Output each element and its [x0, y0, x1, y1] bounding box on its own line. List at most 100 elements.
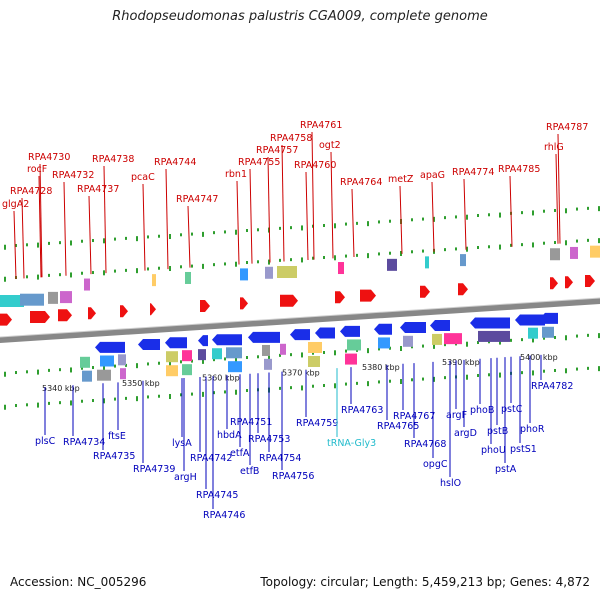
reverse-gene-box [432, 333, 442, 345]
guide-tick [59, 241, 61, 245]
guide-tick [235, 229, 237, 235]
guide-tick [202, 391, 204, 397]
top-label-leader [39, 163, 43, 278]
forward-gene-arrow [240, 297, 248, 310]
scale-tick-label: 5390 kbp [442, 358, 480, 367]
bottom-gene-label: RPA4756 [272, 471, 314, 482]
scale-tick-label: 5370 kbp [282, 368, 320, 377]
guide-tick [565, 368, 567, 374]
guide-tick [136, 396, 138, 402]
forward-gene-box [590, 245, 600, 258]
guide-tick [532, 337, 534, 343]
guide-tick [81, 399, 83, 403]
guide-tick [345, 382, 347, 386]
guide-tick [367, 253, 369, 259]
reverse-gene-arrow [290, 329, 310, 341]
reverse-gene-box [345, 353, 357, 365]
top-gene-label: RPA4755 [238, 157, 280, 168]
guide-tick [136, 236, 138, 242]
guide-tick [4, 404, 6, 410]
guide-tick [598, 238, 600, 244]
guide-tick [411, 250, 413, 254]
guide-tick [422, 377, 424, 381]
top-gene-label: rbn1 [225, 169, 247, 180]
genome-backbone [0, 298, 600, 343]
top-label-leader [311, 131, 315, 260]
guide-tick [70, 400, 72, 406]
guide-tick [598, 206, 600, 212]
guide-tick [477, 373, 479, 377]
reverse-gene-arrow [374, 323, 392, 335]
reverse-gene-arrow [340, 325, 360, 337]
guide-tick [103, 270, 105, 276]
guide-tick [125, 236, 127, 240]
guide-tick [70, 367, 72, 373]
guide-tick [466, 374, 468, 380]
bottom-gene-label: etfB [240, 466, 259, 477]
reverse-gene-arrow [212, 334, 242, 346]
guide-tick [268, 259, 270, 265]
bottom-gene-label: hbdA [217, 430, 242, 441]
guide-tick [202, 231, 204, 237]
guide-tick [312, 256, 314, 260]
bottom-gene-label: RPA4735 [93, 451, 135, 462]
reverse-gene-box [82, 370, 92, 382]
guide-tick [147, 267, 149, 271]
forward-gene-box [338, 262, 344, 275]
guide-tick [444, 248, 446, 252]
reverse-gene-box [80, 356, 90, 368]
guide-tick [554, 368, 556, 372]
scale-tick-label: 5350 kbp [122, 379, 160, 388]
forward-gene-arrow [458, 283, 468, 296]
guide-tick [422, 249, 424, 253]
top-label-leader [88, 195, 92, 275]
bottom-gene-label: opgC [423, 459, 448, 470]
guide-tick [532, 210, 534, 216]
guide-tick [411, 378, 413, 382]
guide-tick [92, 366, 94, 370]
guide-tick [70, 272, 72, 278]
guide-tick [312, 384, 314, 388]
guide-tick [323, 384, 325, 388]
guide-tick [389, 219, 391, 223]
guide-tick [510, 338, 512, 342]
reverse-gene-box [182, 364, 192, 376]
top-label-leader [142, 183, 146, 271]
reverse-gene-box [212, 348, 222, 360]
forward-gene-box [550, 248, 560, 261]
forward-gene-arrow [200, 300, 210, 312]
guide-tick [587, 333, 589, 337]
guide-tick [279, 258, 281, 262]
forward-gene-arrow [88, 307, 96, 320]
guide-tick [224, 390, 226, 394]
guide-tick [532, 370, 534, 376]
guide-tick [37, 242, 39, 248]
top-gene-label: metZ [388, 174, 414, 185]
guide-tick [554, 240, 556, 244]
reverse-gene-box [228, 361, 242, 373]
guide-tick [477, 213, 479, 217]
guide-tick [598, 333, 600, 339]
guide-tick [290, 258, 292, 262]
guide-tick [136, 363, 138, 369]
guide-tick [114, 269, 116, 273]
guide-tick [81, 271, 83, 275]
top-gene-label: ogt2 [319, 140, 341, 151]
guide-tick [290, 353, 292, 357]
top-gene-label: RPA4730 [28, 152, 70, 163]
top-gene-label: RPA4774 [452, 167, 494, 178]
guide-tick [543, 336, 545, 340]
scale-tick-label: 5400 kbp [520, 353, 558, 362]
guide-tick [444, 376, 446, 380]
bottom-gene-label: pstC [501, 404, 523, 415]
reverse-gene-box [478, 330, 510, 342]
top-label-leader [351, 188, 355, 258]
top-label-leader [63, 181, 67, 276]
top-label-leader [187, 205, 191, 268]
guide-tick [565, 335, 567, 341]
guide-tick [158, 361, 160, 365]
forward-gene-arrow [565, 276, 573, 289]
top-label-leader [557, 133, 561, 244]
guide-tick [301, 352, 303, 358]
guide-tick [37, 369, 39, 375]
